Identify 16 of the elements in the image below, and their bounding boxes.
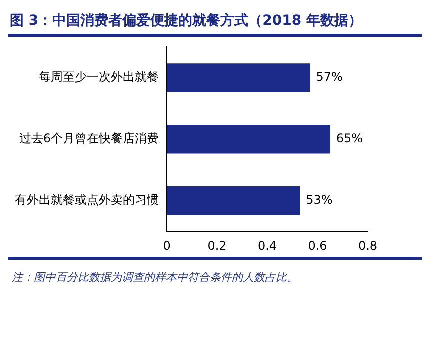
y-tick-label: 每周至少一次外出就餐 <box>39 70 159 84</box>
y-tick-label: 有外出就餐或点外卖的习惯 <box>15 192 159 207</box>
data-label: 53% <box>306 192 333 207</box>
data-label: 65% <box>336 132 363 146</box>
x-tick-label: 0.6 <box>308 238 328 253</box>
y-tick-label: 过去6个月曾在快餐店消费 <box>19 132 159 146</box>
x-tick-label: 0 <box>163 238 171 253</box>
x-tick-label: 0.8 <box>358 238 378 253</box>
bar <box>167 64 310 92</box>
bar <box>167 186 300 216</box>
text: 注：图中百分比数据为调查的样本中符合条件的人数占比。 <box>11 270 299 285</box>
chart-title: 图 3：中国消费者偏爱便捷的就餐方式（2018 年数据） <box>9 12 364 31</box>
x-tick-label: 0.4 <box>258 238 278 253</box>
x-tick-label: 0.2 <box>208 238 227 253</box>
data-label: 57% <box>316 70 343 84</box>
bar <box>167 125 330 154</box>
